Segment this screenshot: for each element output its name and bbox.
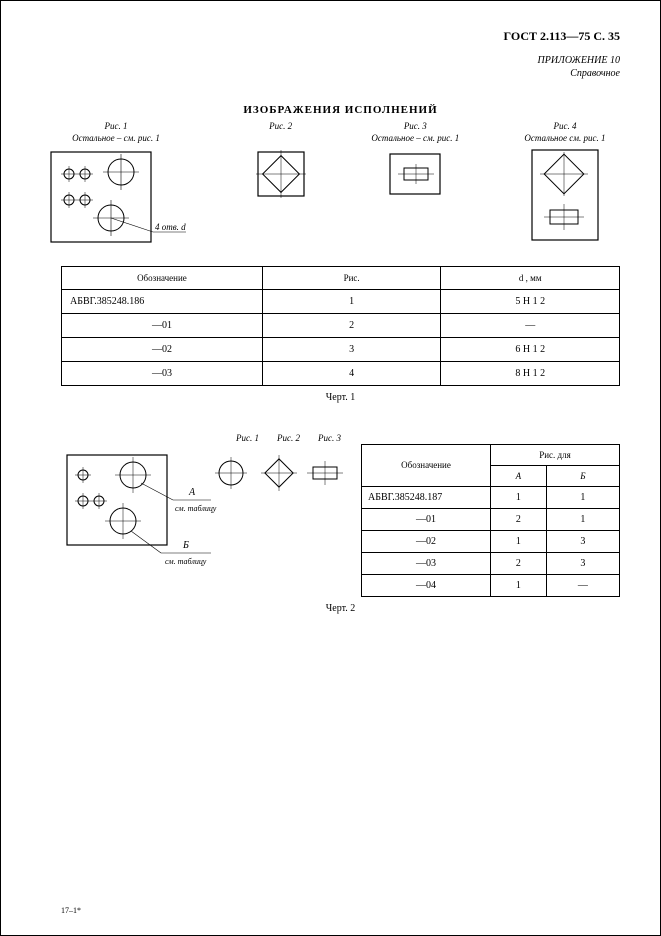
cell: 1 [491, 574, 547, 596]
cell: 3 [262, 337, 441, 361]
row2-fig2-label: Рис. 2 [277, 433, 300, 443]
cell: 4 [262, 361, 441, 385]
document-standard-header: ГОСТ 2.113—75 С. 35 [61, 29, 620, 44]
table-1-header-2: Рис. [262, 266, 441, 289]
cell: —03 [362, 552, 491, 574]
figure-4-drawing [520, 144, 610, 244]
cell: 1 [491, 486, 547, 508]
row2-drawing: А см. таблицу Б см. таблицу [61, 445, 351, 575]
cell: 1 [546, 508, 619, 530]
figure-2-label: Рис. 2 [241, 122, 321, 132]
callout-a-sub: см. таблицу [175, 504, 217, 513]
table-1-header-3: d , мм [441, 266, 620, 289]
figure-3: Рис. 3 Остальное – см. рис. 1 [370, 122, 460, 254]
cell: —02 [62, 337, 263, 361]
cell: 5 Н 1 2 [441, 289, 620, 313]
cell: —01 [62, 313, 263, 337]
cell: АБВГ.385248.186 [62, 289, 263, 313]
table-2-header-a: А [491, 465, 547, 486]
figure-1: Рис. 1 Остальное – см. рис. 1 [41, 122, 191, 254]
figure-1-drawing: 4 отв. d [41, 144, 191, 254]
figure-row-1: Рис. 1 Остальное – см. рис. 1 [41, 122, 620, 254]
cell: — [441, 313, 620, 337]
table-2-header-2: Рис. для [491, 444, 620, 465]
table-2-container: Обозначение Рис. для А Б АБВГ.385248.187… [361, 433, 620, 597]
cell: —01 [362, 508, 491, 530]
figure-2-drawing [246, 144, 316, 204]
cell: —02 [362, 530, 491, 552]
table-2-header-1: Обозначение [362, 444, 491, 486]
figure-4-sublabel: Остальное см. рис. 1 [510, 134, 620, 144]
row2-fig3-label: Рис. 3 [318, 433, 341, 443]
caption-1: Черт. 1 [61, 392, 620, 403]
cell: — [546, 574, 619, 596]
row2-fig1-label: Рис. 1 [236, 433, 259, 443]
cell: 3 [546, 530, 619, 552]
table-row: АБВГ.385248.187 1 1 [362, 486, 620, 508]
table-row: —04 1 — [362, 574, 620, 596]
figure-1-label: Рис. 1 [41, 122, 191, 132]
table-row: АБВГ.385248.186 1 5 Н 1 2 [62, 289, 620, 313]
page: ГОСТ 2.113—75 С. 35 ПРИЛОЖЕНИЕ 10 Справо… [0, 0, 661, 936]
figure-2: Рис. 2 [241, 122, 321, 254]
cell: АБВГ.385248.187 [362, 486, 491, 508]
table-2-header-b: Б [546, 465, 619, 486]
figure-1-sublabel: Остальное – см. рис. 1 [41, 134, 191, 144]
page-footer-mark: 17–1* [61, 906, 81, 915]
table-row: —01 2 1 [362, 508, 620, 530]
appendix-line-1: ПРИЛОЖЕНИЕ 10 [538, 55, 621, 66]
table-row: —02 1 3 [362, 530, 620, 552]
table-1-header-1: Обозначение [62, 266, 263, 289]
cell: —04 [362, 574, 491, 596]
appendix-heading: ПРИЛОЖЕНИЕ 10 Справочное [61, 54, 620, 80]
row-2-figures: Рис. 1 Рис. 2 Рис. 3 [61, 433, 351, 575]
callout-b: Б [182, 540, 189, 551]
caption-2: Черт. 2 [61, 603, 620, 614]
cell: 1 [491, 530, 547, 552]
appendix-line-2: Справочное [570, 68, 620, 79]
cell: 8 Н 1 2 [441, 361, 620, 385]
table-row: —03 2 3 [362, 552, 620, 574]
figure-4: Рис. 4 Остальное см. рис. 1 [510, 122, 620, 254]
table-1: Обозначение Рис. d , мм АБВГ.385248.186 … [61, 266, 620, 386]
cell: 6 Н 1 2 [441, 337, 620, 361]
cell: 2 [491, 552, 547, 574]
figure-3-sublabel: Остальное – см. рис. 1 [370, 134, 460, 144]
cell: 1 [546, 486, 619, 508]
cell: 3 [546, 552, 619, 574]
cell: 1 [262, 289, 441, 313]
cell: 2 [262, 313, 441, 337]
table-row: —03 4 8 Н 1 2 [62, 361, 620, 385]
cell: —03 [62, 361, 263, 385]
figure-3-drawing [380, 144, 450, 204]
row-2: Рис. 1 Рис. 2 Рис. 3 [61, 433, 620, 597]
callout-a: А [188, 487, 196, 498]
callout-b-sub: см. таблицу [165, 557, 207, 566]
section-title: ИЗОБРАЖЕНИЯ ИСПОЛНЕНИЙ [61, 104, 620, 116]
figure-1-callout: 4 отв. d [155, 222, 186, 232]
cell: 2 [491, 508, 547, 530]
figure-4-label: Рис. 4 [510, 122, 620, 132]
table-2: Обозначение Рис. для А Б АБВГ.385248.187… [361, 444, 620, 597]
table-row: —02 3 6 Н 1 2 [62, 337, 620, 361]
table-row: —01 2 — [62, 313, 620, 337]
figure-2-sublabel [241, 134, 321, 144]
figure-3-label: Рис. 3 [370, 122, 460, 132]
